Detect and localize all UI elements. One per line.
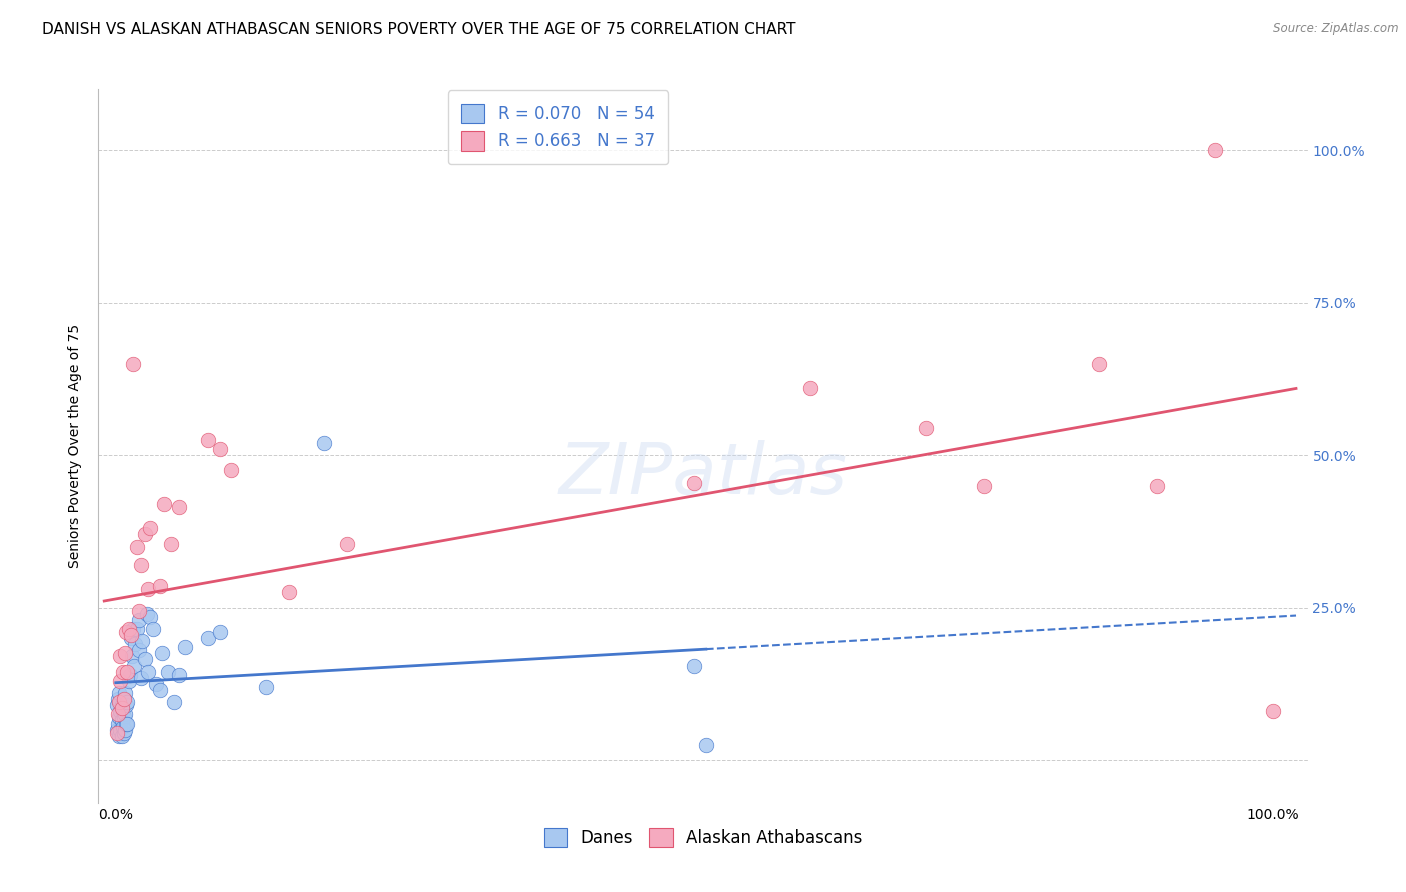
Point [914, 420, 936, 434]
Point [120, 631, 142, 645]
Point [208, 442, 231, 456]
Point [118, 667, 141, 681]
Point [695, 738, 717, 752]
Point [139, 609, 162, 624]
Point [120, 628, 142, 642]
Point [117, 716, 139, 731]
Point [129, 671, 152, 685]
Point [169, 500, 191, 514]
Point [683, 658, 706, 673]
Legend: Danes, Alaskan Athabascans: Danes, Alaskan Athabascans [536, 819, 870, 855]
Text: DANISH VS ALASKAN ATHABASCAN SENIORS POVERTY OVER THE AGE OF 75 CORRELATION CHAR: DANISH VS ALASKAN ATHABASCAN SENIORS POV… [42, 22, 796, 37]
Point [208, 625, 231, 640]
Point [128, 613, 150, 627]
Point [149, 579, 172, 593]
Point [160, 536, 183, 550]
Point [117, 673, 139, 688]
Point [110, 649, 132, 664]
Point [107, 716, 129, 731]
Point [108, 686, 131, 700]
Point [105, 725, 128, 739]
Point [149, 683, 172, 698]
Point [110, 723, 132, 737]
Point [110, 714, 132, 728]
Point [1204, 143, 1226, 157]
Point [105, 698, 128, 713]
Point [134, 652, 156, 666]
Point [799, 381, 821, 395]
Point [153, 497, 176, 511]
Point [129, 558, 152, 572]
Point [125, 622, 148, 636]
Point [111, 720, 134, 734]
Point [683, 475, 706, 490]
Point [110, 704, 132, 718]
Point [107, 707, 129, 722]
Point [128, 604, 150, 618]
Point [1088, 357, 1111, 371]
Point [110, 698, 132, 713]
Point [112, 692, 135, 706]
Point [124, 637, 146, 651]
Point [142, 622, 165, 636]
Point [111, 704, 134, 718]
Text: Source: ZipAtlas.com: Source: ZipAtlas.com [1274, 22, 1399, 36]
Point [117, 665, 139, 679]
Point [1261, 704, 1284, 718]
Point [108, 695, 131, 709]
Point [145, 677, 167, 691]
Point [973, 478, 995, 492]
Point [169, 667, 191, 681]
Point [122, 357, 145, 371]
Point [110, 673, 132, 688]
Point [136, 665, 159, 679]
Point [110, 701, 132, 715]
Point [278, 585, 301, 599]
Point [105, 723, 128, 737]
Point [117, 622, 139, 636]
Point [139, 521, 162, 535]
Point [221, 463, 243, 477]
Point [114, 723, 136, 737]
Point [125, 540, 148, 554]
Point [108, 729, 131, 743]
Point [312, 436, 335, 450]
Point [1146, 478, 1168, 492]
Point [112, 725, 135, 739]
Point [117, 695, 139, 709]
Point [128, 643, 150, 657]
Point [197, 631, 219, 645]
Point [122, 622, 145, 636]
Point [114, 686, 136, 700]
Point [112, 710, 135, 724]
Point [108, 710, 131, 724]
Point [134, 527, 156, 541]
Point [197, 433, 219, 447]
Point [107, 692, 129, 706]
Point [114, 646, 136, 660]
Point [336, 536, 359, 550]
Point [174, 640, 197, 655]
Point [254, 680, 277, 694]
Point [121, 649, 143, 664]
Point [115, 698, 138, 713]
Point [136, 607, 159, 621]
Point [115, 625, 138, 640]
Point [111, 665, 134, 679]
Point [124, 658, 146, 673]
Point [112, 692, 135, 706]
Point [131, 634, 153, 648]
Point [115, 716, 138, 731]
Y-axis label: Seniors Poverty Over the Age of 75: Seniors Poverty Over the Age of 75 [69, 324, 83, 568]
Point [114, 707, 136, 722]
Point [110, 729, 132, 743]
Point [156, 665, 179, 679]
Point [150, 646, 173, 660]
Point [136, 582, 159, 597]
Text: ZIPatlas: ZIPatlas [558, 440, 848, 509]
Point [162, 695, 184, 709]
